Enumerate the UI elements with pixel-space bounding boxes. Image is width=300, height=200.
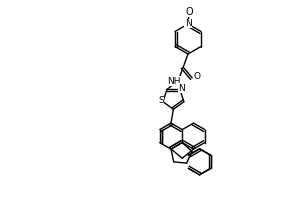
Text: S: S [158,96,164,105]
Text: N: N [184,19,191,28]
Text: O: O [185,7,193,17]
Text: N: N [178,84,185,93]
Text: O: O [194,72,201,81]
Text: NH: NH [167,77,180,86]
